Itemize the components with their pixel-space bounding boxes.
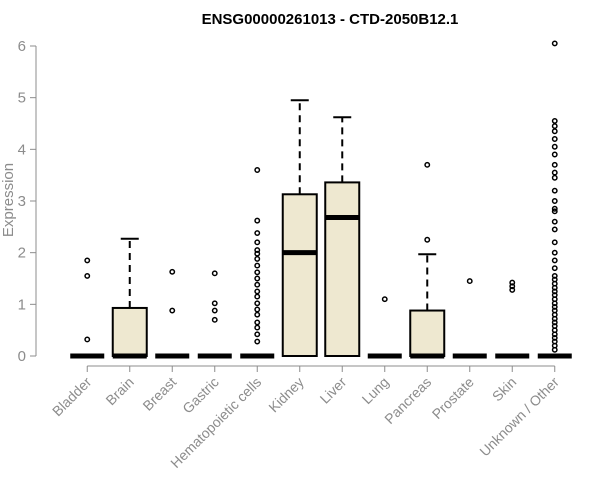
box-rect (324, 181, 361, 357)
y-tick-label: 0 (18, 348, 26, 365)
outlier-point (551, 205, 558, 212)
outlier-point (551, 187, 558, 194)
outlier-point (551, 136, 558, 142)
outlier-point (551, 249, 558, 256)
outlier-point (424, 236, 431, 243)
outlier-point (551, 208, 558, 215)
outlier-point (551, 334, 558, 341)
y-tick-label: 6 (18, 38, 26, 55)
outlier-point (551, 226, 558, 233)
outlier-point (551, 338, 558, 345)
outlier-point (169, 268, 176, 275)
outlier-point (551, 198, 558, 204)
category-label: Bladder (49, 374, 95, 420)
outlier-point (509, 279, 516, 286)
outlier-point (509, 286, 516, 293)
category-label: Brain (102, 374, 136, 408)
outlier-point (551, 169, 558, 176)
outlier-point (551, 239, 558, 246)
outlier-point (254, 293, 261, 300)
category-label: Breast (139, 374, 179, 414)
outlier-point (84, 336, 91, 343)
outlier-point (211, 270, 218, 277)
category-label: Prostate (429, 374, 477, 422)
outlier-point (169, 307, 176, 314)
outlier-point (551, 174, 558, 181)
box-rect (281, 193, 318, 357)
outlier-point (254, 217, 261, 224)
outlier-point (211, 316, 218, 323)
outlier-point (84, 272, 91, 279)
y-tick-label: 4 (18, 141, 26, 158)
y-tick-label: 3 (18, 193, 26, 210)
outlier-point (551, 272, 558, 279)
x-axis (86, 365, 556, 372)
chart-title: ENSG00000261013 - CTD-2050B12.1 (202, 11, 459, 28)
box-6 (324, 116, 361, 357)
outlier-point (551, 276, 558, 283)
category-label: Unknown / Other (476, 374, 562, 460)
outlier-point (254, 247, 261, 254)
outlier-point (551, 117, 558, 124)
outlier-point (551, 40, 558, 47)
outlier-point (254, 230, 261, 236)
category-label: Skin (489, 374, 520, 405)
box-8 (409, 253, 446, 359)
outlier-point (551, 123, 558, 130)
outliers-group (84, 40, 558, 353)
outlier-point (254, 281, 261, 288)
outlier-point (254, 239, 261, 246)
outlier-point (254, 324, 261, 331)
category-label: Kidney (265, 374, 307, 416)
y-tick-label: 1 (18, 296, 26, 313)
outlier-point (254, 319, 261, 326)
outlier-point (254, 250, 261, 257)
outlier-point (551, 161, 558, 168)
outlier-point (551, 303, 558, 310)
category-label: Pancreas (381, 374, 434, 427)
outlier-point (254, 275, 261, 282)
outlier-point (254, 338, 261, 345)
y-tick-label: 2 (18, 245, 26, 262)
outlier-point (551, 288, 558, 295)
box-rect (111, 306, 148, 358)
category-label: Liver (317, 374, 350, 407)
outlier-point (551, 151, 558, 158)
box-5 (281, 99, 318, 357)
category-label: Lung (359, 374, 392, 407)
box-1 (111, 237, 148, 359)
y-axis-label: Expression (0, 163, 17, 237)
outlier-point (551, 292, 558, 298)
outlier-point (254, 255, 261, 262)
outlier-point (254, 311, 261, 318)
outlier-point (254, 167, 261, 173)
outlier-point (509, 283, 516, 290)
outlier-point (84, 257, 91, 264)
y-axis: 0 1 2 3 4 5 6 (18, 38, 37, 365)
outlier-point (211, 300, 218, 307)
outlier-point (254, 300, 261, 307)
outlier-point (254, 306, 261, 313)
outlier-point (254, 269, 261, 276)
boxes-group (70, 99, 572, 359)
y-tick-label: 5 (18, 90, 26, 107)
outlier-point (466, 278, 473, 285)
outlier-point (551, 128, 558, 135)
outlier-point (551, 307, 558, 314)
outlier-point (211, 307, 218, 314)
outlier-point (254, 331, 261, 338)
outlier-point (254, 288, 261, 295)
outlier-point (551, 257, 558, 264)
outlier-point (551, 265, 558, 272)
outlier-point (551, 323, 558, 329)
outlier-point (424, 161, 431, 168)
outlier-point (551, 143, 558, 150)
outlier-point (551, 319, 558, 326)
outlier-point (381, 296, 388, 303)
outlier-point (254, 262, 261, 269)
outlier-point (551, 218, 558, 225)
box-rect (409, 309, 446, 357)
